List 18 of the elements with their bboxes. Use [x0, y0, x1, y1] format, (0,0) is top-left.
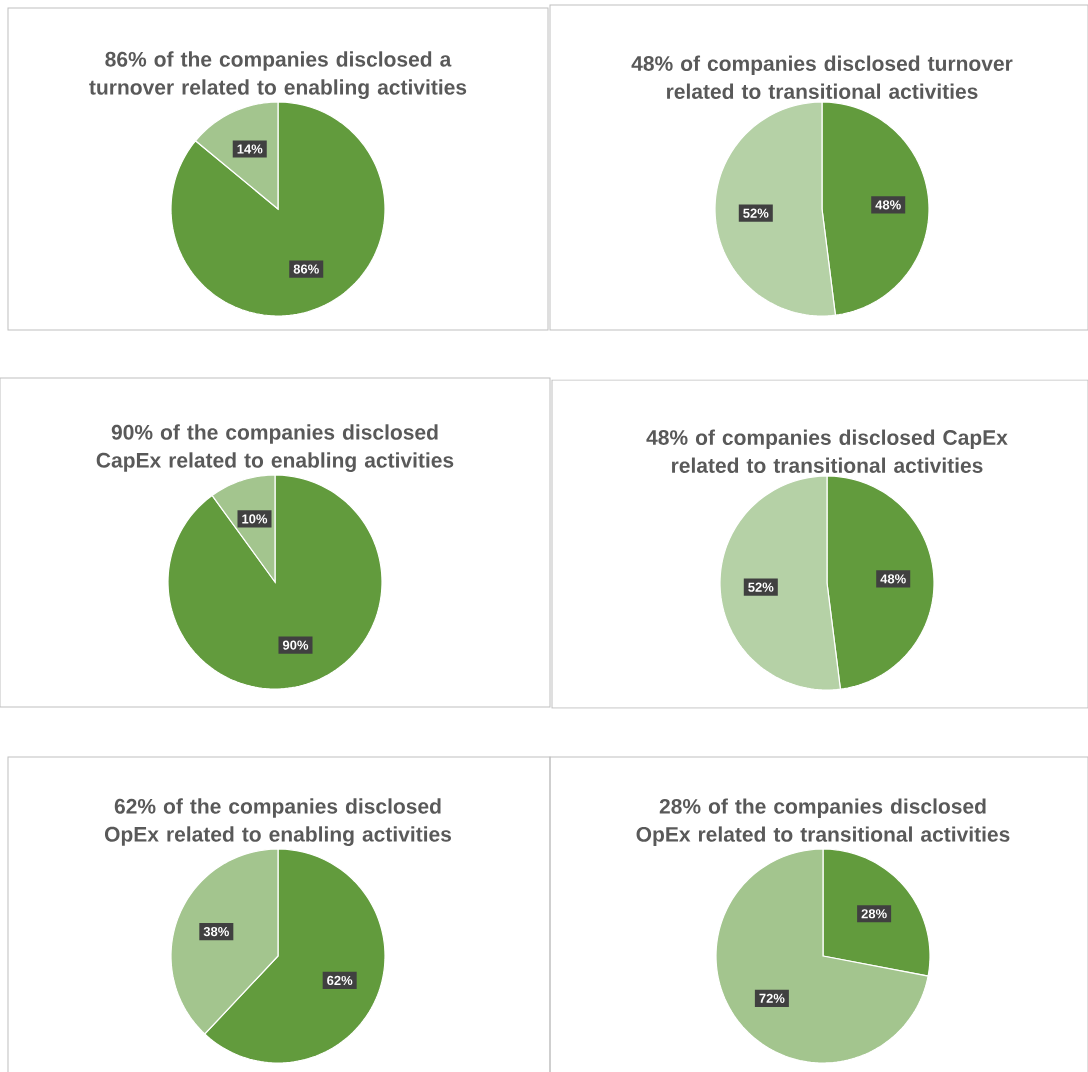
data-label: 38% — [203, 926, 229, 937]
chart-title: 28% of the companies disclosed OpEx related to transitional activities — [636, 798, 1010, 846]
chart-title: 86% of the companies disclosed a turnover related to enabling activities — [89, 51, 467, 99]
data-label: 14% — [237, 144, 263, 154]
chart-title: 48% of companies disclosed CapEx related to transitional activities — [646, 429, 1008, 473]
data-label: 86% — [293, 264, 319, 274]
chart-title: 90% of the companies disclosed CapEx related to enabling activities — [96, 424, 454, 472]
data-label: 52% — [748, 582, 774, 592]
data-label: 62% — [327, 975, 353, 986]
data-label: 90% — [282, 640, 309, 650]
data-label: 48% — [875, 200, 901, 210]
chart-title: 62% of the companies disclosed OpEx related to enabling activities — [104, 798, 452, 846]
data-label: 52% — [743, 208, 769, 218]
data-label: 28% — [861, 909, 887, 919]
data-label: 72% — [759, 993, 785, 1003]
data-label: 10% — [242, 514, 268, 524]
data-label: 48% — [880, 574, 906, 584]
chart-title: 48% of companies disclosed turnover related to transitional activities — [631, 55, 1013, 99]
